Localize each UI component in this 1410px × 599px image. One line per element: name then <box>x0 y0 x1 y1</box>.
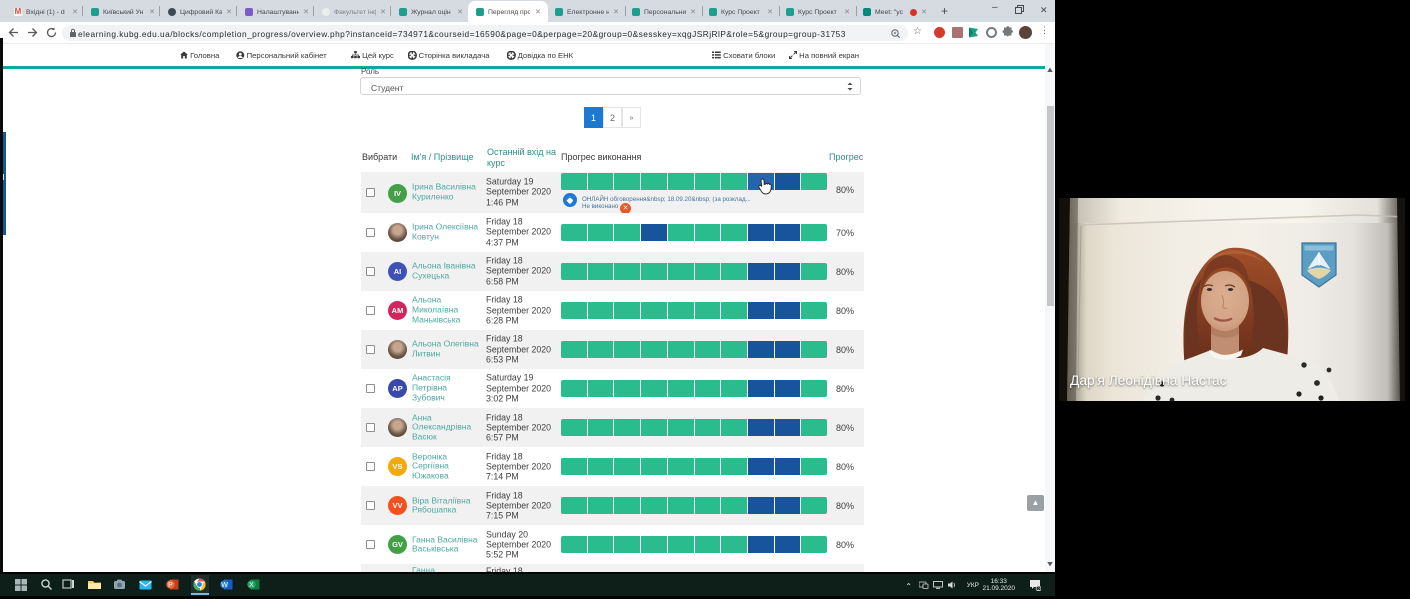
svg-text:W: W <box>221 582 228 589</box>
svg-text:P: P <box>168 582 173 589</box>
svg-text:2: 2 <box>1037 586 1040 591</box>
svg-text:X: X <box>249 582 254 589</box>
